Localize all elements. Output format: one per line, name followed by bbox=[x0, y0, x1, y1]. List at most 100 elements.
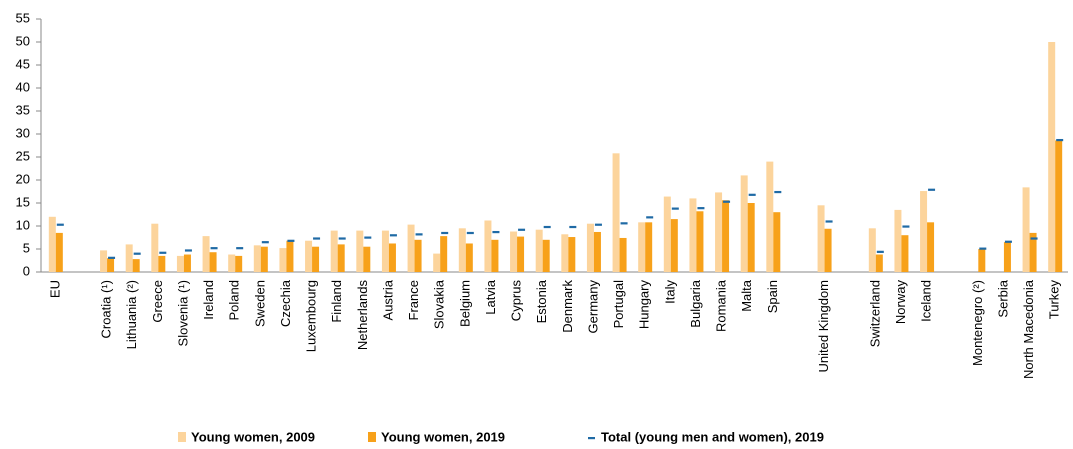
bar bbox=[586, 223, 594, 272]
bar bbox=[894, 209, 902, 272]
total-marker bbox=[184, 249, 192, 252]
bar bbox=[151, 223, 159, 272]
total-marker bbox=[108, 256, 116, 259]
bar bbox=[484, 220, 492, 272]
x-tick-label: Estonia bbox=[534, 279, 549, 323]
x-tick-label: Iceland bbox=[919, 280, 934, 322]
bar bbox=[619, 237, 627, 272]
bar bbox=[235, 255, 243, 272]
y-tick-label: 25 bbox=[16, 148, 30, 163]
bar bbox=[715, 192, 723, 272]
bar bbox=[100, 250, 108, 272]
bar bbox=[337, 244, 345, 272]
bar bbox=[612, 153, 620, 272]
x-tick-label: Austria bbox=[380, 279, 395, 320]
x-tick-label: Luxembourg bbox=[304, 280, 319, 352]
x-tick-label: Netherlands bbox=[355, 280, 370, 351]
total-marker bbox=[979, 247, 987, 250]
bar bbox=[1022, 187, 1030, 272]
bar bbox=[1003, 242, 1011, 272]
total-marker bbox=[518, 228, 526, 231]
bar bbox=[440, 236, 448, 272]
bar bbox=[1048, 42, 1056, 272]
total-marker bbox=[415, 233, 423, 236]
x-tick-label: Hungary bbox=[637, 280, 652, 330]
y-tick-label: 15 bbox=[16, 194, 30, 209]
bar bbox=[305, 240, 313, 272]
bar bbox=[363, 246, 371, 272]
bar bbox=[356, 230, 364, 272]
legend-swatch bbox=[178, 432, 186, 442]
bar bbox=[510, 231, 518, 272]
bar bbox=[638, 222, 646, 272]
bar bbox=[176, 255, 184, 272]
legend-swatch bbox=[368, 432, 376, 442]
x-tick-label: Denmark bbox=[560, 280, 575, 333]
total-marker bbox=[133, 252, 141, 255]
total-marker bbox=[56, 223, 64, 226]
bar bbox=[209, 252, 217, 272]
bar bbox=[465, 243, 473, 272]
x-tick-label: Serbia bbox=[995, 279, 1010, 317]
bar bbox=[1055, 140, 1063, 272]
bar bbox=[593, 231, 601, 272]
legend-label: Total (young men and women), 2019 bbox=[601, 429, 824, 444]
bar bbox=[773, 212, 781, 272]
total-marker bbox=[671, 207, 679, 210]
bar bbox=[542, 239, 550, 272]
bar bbox=[381, 230, 389, 272]
bar bbox=[107, 258, 115, 272]
x-tick-label: Italy bbox=[662, 280, 677, 304]
x-tick-label: United Kingdom bbox=[816, 280, 831, 373]
bar bbox=[1029, 232, 1037, 272]
bar bbox=[55, 232, 63, 272]
total-marker bbox=[1030, 237, 1038, 240]
bar bbox=[202, 236, 210, 272]
x-tick-label: Slovakia bbox=[432, 279, 447, 329]
y-tick-label: 50 bbox=[16, 33, 30, 48]
bar bbox=[491, 239, 499, 272]
total-marker bbox=[748, 193, 756, 196]
x-tick-label: Poland bbox=[227, 280, 242, 320]
total-marker bbox=[569, 225, 577, 229]
x-tick-label: Germany bbox=[585, 280, 600, 334]
bar bbox=[279, 248, 287, 272]
total-marker bbox=[1056, 138, 1064, 142]
bar bbox=[517, 236, 525, 272]
x-tick-label: Ireland bbox=[201, 280, 216, 320]
total-marker bbox=[364, 236, 372, 239]
bar bbox=[48, 216, 56, 272]
x-tick-label: Switzerland bbox=[867, 280, 882, 347]
x-tick-label: EU bbox=[47, 280, 62, 298]
bar bbox=[260, 246, 268, 272]
x-tick-label: Turkey bbox=[1047, 280, 1062, 320]
total-marker bbox=[313, 237, 321, 240]
bar bbox=[568, 237, 576, 272]
total-marker bbox=[236, 247, 244, 250]
bar bbox=[158, 255, 166, 272]
total-marker bbox=[543, 225, 551, 229]
x-tick-label: Norway bbox=[893, 280, 908, 325]
total-marker bbox=[697, 207, 705, 210]
total-marker bbox=[902, 225, 910, 228]
x-tick-label: Greece bbox=[150, 280, 165, 323]
bar bbox=[868, 228, 876, 272]
total-marker bbox=[1004, 240, 1012, 243]
x-tick-label: Romania bbox=[714, 279, 729, 332]
total-marker bbox=[287, 239, 295, 242]
y-tick-label: 35 bbox=[16, 102, 30, 117]
total-marker bbox=[774, 190, 782, 194]
bar bbox=[747, 203, 755, 272]
total-marker bbox=[466, 231, 474, 235]
bar bbox=[312, 246, 320, 272]
bar bbox=[414, 239, 422, 272]
bar bbox=[740, 175, 748, 272]
x-tick-label: Belgium bbox=[457, 280, 472, 327]
x-tick-label: North Macedonia bbox=[1021, 279, 1036, 379]
y-tick-label: 40 bbox=[16, 79, 30, 94]
x-tick-label: Portugal bbox=[611, 280, 626, 329]
bar bbox=[330, 230, 338, 272]
total-marker bbox=[825, 220, 833, 223]
bar bbox=[901, 235, 909, 272]
bar bbox=[388, 243, 396, 272]
